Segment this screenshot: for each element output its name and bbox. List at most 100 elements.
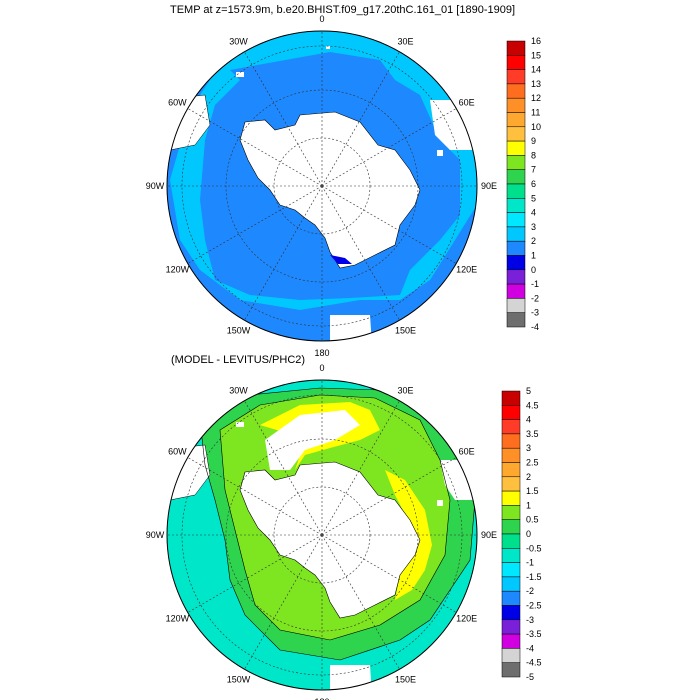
bottom-lon-label: 150E [395, 675, 416, 685]
bottom-colorbar-swatch [501, 433, 521, 449]
top-colorbar-swatch [506, 283, 526, 299]
top-panel-title: TEMP at z=1573.9m, b.e20.BHIST.f09_g17.2… [170, 4, 516, 16]
bottom-colorbar-swatch [501, 605, 521, 621]
top-lon-label: 90E [481, 181, 497, 191]
bottom-colorbar-label: 2.5 [526, 458, 539, 468]
top-colorbar-label: -2 [531, 293, 539, 303]
top-colorbar-swatch [506, 140, 526, 156]
bottom-colorbar: 5 4.5 4 3.5 3 2.5 2 1.5 1 0.5 0 -0.5 -1 -1.5 -2 -2.5 -3 -… [501, 386, 542, 682]
top-colorbar-label: 3 [531, 222, 536, 232]
top-lon-label: 30W [229, 36, 248, 46]
top-colorbar-label: -4 [531, 322, 539, 332]
top-colorbar-swatch [506, 240, 526, 256]
bottom-contours [199, 387, 476, 661]
top-colorbar-label: 9 [531, 136, 536, 146]
top-colorbar-swatch [506, 226, 526, 242]
top-lon-label: 60E [459, 98, 475, 108]
bottom-colorbar-label: -4.5 [526, 658, 542, 668]
bottom-colorbar-label: -4 [526, 643, 534, 653]
top-colorbar-swatch [506, 126, 526, 142]
bottom-colorbar-swatch [501, 662, 521, 678]
top-lon-label: 120W [166, 265, 190, 275]
bottom-white-north [265, 410, 360, 470]
bottom-colorbar-swatch [501, 548, 521, 563]
bottom-colorbar-swatch [501, 519, 521, 535]
bottom-colorbar-swatch [501, 419, 521, 435]
top-colorbar-label: 0 [531, 265, 536, 275]
top-colorbar-swatch [506, 198, 526, 213]
top-colorbar-label: 2 [531, 236, 536, 246]
bottom-colorbar-swatch [501, 648, 521, 663]
top-colorbar-label: 1 [531, 251, 536, 261]
top-map: 0 30E 60E 90E 120E 150E 180 150W 120W 90W 60W 30W [146, 14, 497, 358]
bottom-colorbar-label: -1.5 [526, 572, 542, 582]
top-lon-label: 150E [395, 326, 416, 336]
top-island-2 [326, 46, 330, 49]
top-lon-label: 30E [397, 36, 413, 46]
bottom-colorbar-label: 4.5 [526, 400, 539, 410]
bottom-colorbar-swatch [501, 633, 521, 649]
bottom-colorbar-label: -3.5 [526, 629, 542, 639]
bottom-lon-label: 150W [227, 675, 251, 685]
bottom-colorbar-label: 5 [526, 386, 531, 396]
bottom-island-1 [236, 422, 244, 427]
bottom-colorbar-swatch [501, 390, 521, 406]
top-colorbar-swatch [506, 269, 526, 285]
top-colorbar-swatch [506, 169, 526, 185]
bottom-colorbar-swatch [501, 576, 521, 592]
top-colorbar-label: 4 [531, 208, 536, 218]
top-colorbar-label: -3 [531, 308, 539, 318]
top-antarctica [239, 111, 421, 269]
top-colorbar-swatch [506, 55, 526, 70]
top-colorbar-swatch [506, 312, 526, 328]
bottom-lon-label: 90W [146, 530, 165, 540]
bottom-lon-label: 0 [319, 363, 324, 373]
top-colorbar-swatch [506, 69, 526, 85]
top-island-3 [437, 150, 443, 156]
top-colorbar-label: 6 [531, 179, 536, 189]
bottom-lon-label: 30E [397, 385, 413, 395]
bottom-colorbar-label: 3 [526, 443, 531, 453]
bottom-colorbar-label: 1.5 [526, 486, 539, 496]
top-colorbar-label: 13 [531, 79, 541, 89]
bottom-colorbar-swatch [501, 590, 521, 606]
bottom-island-2 [437, 500, 443, 506]
top-lon-label: 120E [456, 265, 477, 275]
top-lon-label: 180 [314, 348, 329, 358]
bottom-yellow-east [385, 470, 432, 600]
bottom-antarctica [239, 461, 421, 619]
bottom-colorbar-swatch [501, 619, 521, 635]
top-lon-label: 150W [227, 326, 251, 336]
top-lon-label: 90W [146, 181, 165, 191]
bottom-land-s [330, 665, 372, 690]
bottom-colorbar-label: 4 [526, 415, 531, 425]
top-colorbar-swatch [506, 112, 526, 128]
bottom-colorbar-label: -0.5 [526, 543, 542, 553]
top-lon-label: 60W [168, 98, 187, 108]
top-colorbar-label: 5 [531, 193, 536, 203]
top-lon-label: 0 [319, 14, 324, 24]
top-colorbar-swatch [506, 97, 526, 113]
bottom-colorbar-label: 2 [526, 472, 531, 482]
top-colorbar-swatch [506, 40, 526, 56]
top-coastal-low [330, 255, 352, 264]
bottom-colorbar-label: -1 [526, 558, 534, 568]
bottom-colorbar-swatch [501, 462, 521, 478]
top-colorbar-label: 15 [531, 50, 541, 60]
bottom-colorbar-swatch [501, 490, 521, 506]
bottom-lon-label: 180 [314, 697, 329, 700]
top-colorbar-label: 10 [531, 122, 541, 132]
bottom-lon-label: 30W [229, 385, 248, 395]
top-colorbar-swatch [506, 183, 526, 199]
bottom-colorbar-label: -2.5 [526, 601, 542, 611]
top-colorbar-swatch [506, 255, 526, 271]
bottom-colorbar-swatch [501, 476, 521, 492]
top-colorbar-swatch [506, 212, 526, 228]
bottom-colorbar-swatch [501, 447, 521, 463]
top-colorbar-swatch [506, 83, 526, 99]
bottom-colorbar-label: -3 [526, 615, 534, 625]
bottom-colorbar-swatch [501, 562, 521, 578]
top-colorbar-swatch [506, 298, 526, 313]
